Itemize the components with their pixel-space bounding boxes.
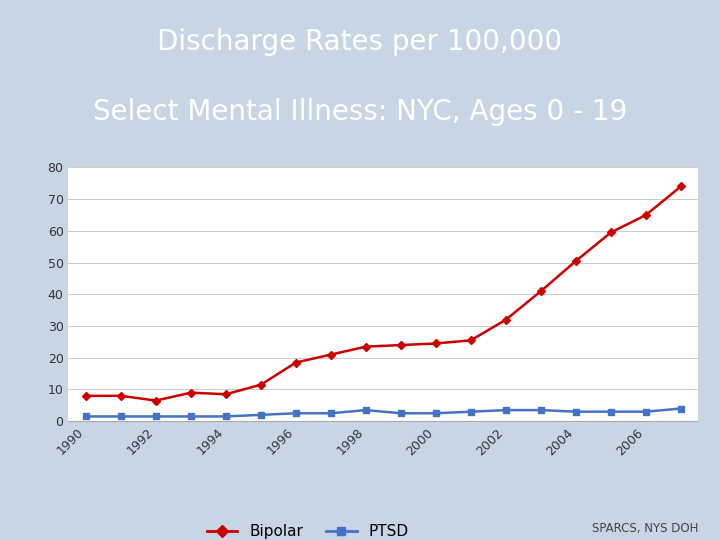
PTSD (327, 410, 336, 416)
Bipolar (81, 393, 90, 399)
Bipolar (467, 337, 475, 343)
PTSD (222, 413, 230, 420)
Bipolar (361, 343, 370, 350)
PTSD (397, 410, 405, 416)
PTSD (467, 408, 475, 415)
Bipolar (677, 183, 685, 190)
Bipolar (397, 342, 405, 348)
Bipolar (502, 316, 510, 323)
PTSD (642, 408, 650, 415)
Bipolar (186, 389, 195, 396)
PTSD (256, 411, 265, 418)
PTSD (677, 405, 685, 411)
Legend: Bipolar, PTSD: Bipolar, PTSD (200, 518, 415, 540)
Bipolar (431, 340, 440, 347)
PTSD (606, 408, 615, 415)
Bipolar (117, 393, 125, 399)
Bipolar (572, 258, 580, 264)
PTSD (152, 413, 161, 420)
Text: SPARCS, NYS DOH: SPARCS, NYS DOH (592, 522, 698, 535)
Line: PTSD: PTSD (83, 406, 684, 420)
Text: Select Mental Illness: NYC, Ages 0 - 19: Select Mental Illness: NYC, Ages 0 - 19 (93, 98, 627, 126)
Bipolar (256, 381, 265, 388)
Bipolar (292, 359, 300, 366)
PTSD (361, 407, 370, 413)
Bipolar (327, 352, 336, 358)
PTSD (81, 413, 90, 420)
Bipolar (606, 229, 615, 235)
Bipolar (152, 397, 161, 404)
Text: Discharge Rates per 100,000: Discharge Rates per 100,000 (158, 28, 562, 56)
PTSD (536, 407, 545, 413)
Bipolar (222, 391, 230, 397)
PTSD (502, 407, 510, 413)
Line: Bipolar: Bipolar (83, 183, 684, 404)
PTSD (431, 410, 440, 416)
Bipolar (536, 288, 545, 294)
PTSD (186, 413, 195, 420)
Bipolar (642, 212, 650, 218)
PTSD (572, 408, 580, 415)
PTSD (292, 410, 300, 416)
PTSD (117, 413, 125, 420)
